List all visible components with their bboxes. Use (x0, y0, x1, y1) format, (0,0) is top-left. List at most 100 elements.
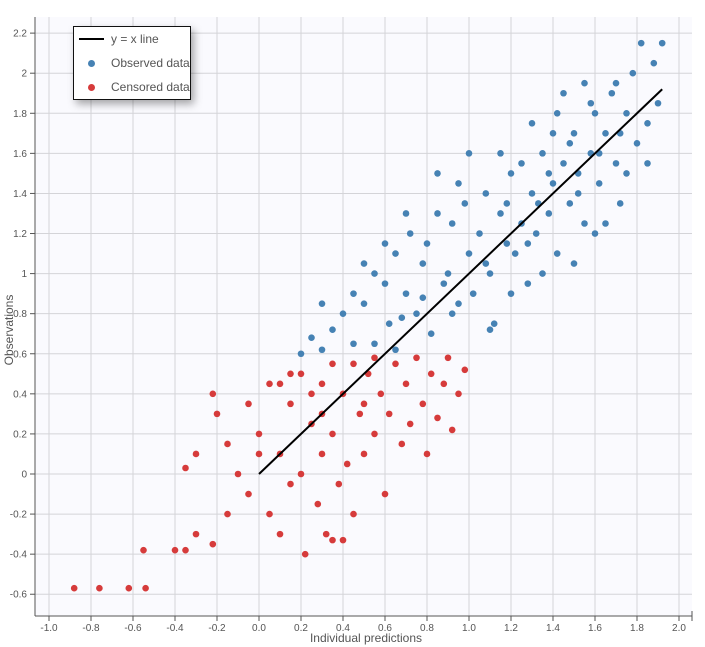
observed-data-point (461, 200, 469, 207)
observed-data-point (629, 69, 637, 77)
censored-data-point (308, 390, 315, 398)
censored-data-point (360, 450, 368, 458)
censored-data-point (171, 546, 179, 554)
observed-data-point (455, 180, 462, 187)
x-tick-label: -0.2 (208, 623, 226, 634)
x-tick-label: 0.6 (378, 623, 392, 634)
legend-label: y = x line (111, 32, 159, 46)
x-tick-label: 0.2 (294, 623, 308, 634)
observed-data-point (553, 250, 561, 257)
observed-data-point (392, 346, 399, 354)
y-axis-label: Observations (2, 295, 16, 366)
observed-data-point (419, 294, 427, 301)
censored-data-point (125, 584, 133, 592)
observed-data-point (402, 290, 410, 297)
y-tick-label: 1.4 (13, 189, 27, 200)
observed-data-point (545, 210, 553, 217)
observed-data-point (507, 170, 515, 177)
censored-data-point (192, 450, 200, 458)
dot-swatch-icon (88, 59, 95, 67)
observed-data-point (497, 150, 504, 157)
observed-data-point (434, 170, 441, 177)
observed-data-point (549, 180, 557, 187)
censored-data-point (255, 430, 263, 438)
censored-data-point (234, 470, 242, 478)
censored-data-point (276, 530, 284, 538)
censored-data-point (392, 360, 399, 368)
observed-data-point (413, 310, 420, 317)
censored-data-point (350, 360, 357, 368)
censored-data-point (224, 440, 231, 448)
observed-data-point (549, 130, 557, 137)
censored-data-point (385, 410, 393, 418)
y-tick-label: -0.6 (10, 590, 28, 601)
censored-data-point (339, 536, 347, 544)
observed-data-point (486, 270, 494, 277)
observed-data-point (612, 79, 620, 87)
censored-data-point (448, 426, 456, 434)
x-tick-label: 1.6 (588, 623, 602, 634)
observed-data-point (524, 240, 532, 247)
censored-data-point (96, 584, 103, 592)
observed-data-point (581, 220, 588, 227)
y-tick-label: 0.8 (13, 309, 27, 320)
censored-data-point (213, 410, 221, 418)
censored-data-point (434, 414, 441, 422)
observed-data-point (318, 346, 326, 354)
x-tick-label: -0.6 (124, 623, 142, 634)
observed-data-point (497, 210, 504, 217)
x-tick-label: 1.8 (630, 623, 644, 634)
censored-data-point (329, 536, 336, 544)
censored-data-point (356, 410, 364, 418)
y-tick-label: 0.6 (13, 349, 27, 360)
censored-data-point (455, 390, 462, 398)
x-tick-label: 0.0 (252, 623, 266, 634)
y-tick-label: -0.2 (10, 510, 28, 521)
observed-data-point (602, 130, 609, 137)
censored-data-point (423, 450, 431, 458)
x-tick-label: -1.0 (40, 623, 58, 634)
observed-data-point (566, 140, 574, 147)
observed-data-point (360, 300, 368, 307)
censored-data-point (371, 430, 378, 438)
observed-data-point (503, 200, 511, 207)
censored-data-point (329, 360, 336, 368)
observed-data-point (532, 230, 540, 237)
censored-data-point (209, 390, 217, 398)
identity-line (258, 88, 663, 475)
observed-data-point (423, 240, 431, 247)
censored-data-point (276, 380, 284, 388)
x-tick-label: 2.0 (672, 623, 686, 634)
observed-data-point (650, 59, 658, 67)
y-tick-label: -0.4 (10, 550, 28, 561)
observed-data-point (637, 39, 645, 47)
censored-data-point (297, 370, 305, 378)
observed-data-point (448, 220, 456, 227)
observed-data-point (553, 109, 561, 117)
observed-data-point (595, 180, 603, 187)
observed-data-point (528, 120, 536, 127)
legend: y = x line Observed data Censored data (73, 26, 191, 100)
observed-data-point (482, 260, 490, 267)
censored-data-point (461, 366, 469, 374)
observed-data-point (476, 230, 483, 237)
censored-data-point (360, 400, 368, 408)
censored-data-point (350, 510, 357, 518)
observed-data-point (448, 310, 456, 317)
y-tick-label: 1 (21, 269, 27, 280)
censored-data-point (182, 464, 189, 472)
y-tick-label: 1.2 (13, 229, 27, 240)
observed-data-point (398, 314, 406, 321)
x-tick-label: 0.8 (420, 623, 434, 634)
censored-data-point (413, 354, 420, 362)
x-tick-label: 1.0 (462, 623, 476, 634)
observed-data-point (392, 250, 399, 257)
observed-data-point (591, 109, 599, 117)
legend-label: Censored data (111, 80, 190, 94)
legend-item-identity-line[interactable]: y = x line (74, 30, 159, 48)
censored-data-point (255, 450, 263, 458)
legend-item-censored[interactable]: Censored data (74, 78, 190, 96)
observed-data-point (402, 210, 410, 217)
legend-item-observed[interactable]: Observed data (74, 54, 190, 72)
